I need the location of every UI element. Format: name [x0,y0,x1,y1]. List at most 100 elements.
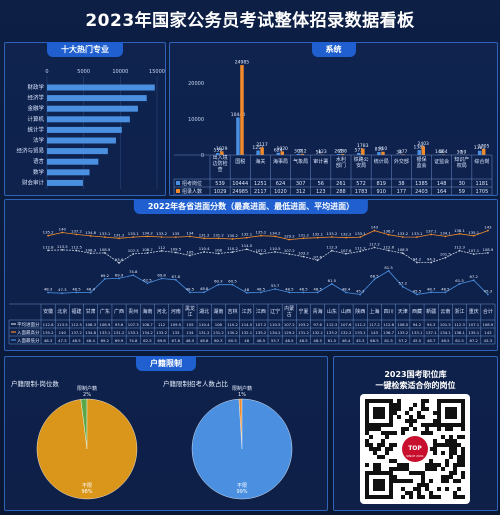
x-tick-label: 0 [45,69,48,75]
data-point [472,279,475,282]
category-label: 贵州 [128,308,138,315]
bar [47,105,138,112]
category-label: 重庆 [469,308,479,315]
qr-module [449,447,453,451]
data-label: 107.3 [128,248,139,253]
data-point [444,256,447,259]
qr-module [433,443,437,447]
table-cell: 45.5 [413,338,422,343]
qr-module [385,435,389,439]
data-label: 539 [213,148,222,154]
data-label: 107.2 [255,248,266,253]
qr-module [373,447,377,451]
data-label: 624 [274,147,283,153]
qr-module [413,471,417,475]
qr-module [449,451,453,455]
qr-module [445,427,449,431]
qr-module [405,491,409,495]
y-tick-label: 0 [201,153,204,159]
table-cell: 132.2 [341,330,352,335]
household-panel: 户籍限制 户籍限制-岗位数 限制户籍 2% 不限 98% 户籍限制招考人数占比 限制户籍 1%… [4,356,328,511]
qr-logo-subtext: SINCE 2001 [406,454,424,458]
household-panel-title: 户籍限制 [136,356,196,371]
category-label: 江 [187,311,192,318]
qr-module [377,467,381,471]
table-cell: 131.2 [199,330,210,335]
qr-module [457,455,461,459]
data-point [387,269,390,272]
table-cell: 48.5 [299,338,308,343]
bar-posts [357,152,361,155]
category-label: 内蒙 [284,305,294,312]
data-label: 45.5 [413,288,422,293]
category-label: 综合岗 [474,158,489,165]
table-cell: 105 [186,322,194,327]
data-point [401,236,404,238]
table-cell: 48.4 [86,338,95,343]
table-cell: 111.2 [355,322,366,327]
category-label: 湖南 [213,308,223,315]
data-label: 108.7 [142,247,153,252]
data-point [47,291,49,294]
data-point [316,259,319,262]
qr-module [381,431,385,435]
data-point [330,236,333,238]
slice-label: 限制户籍 [77,385,97,392]
table-cell: 910 [376,189,386,195]
table-cell: 134.1 [440,330,451,335]
qr-code[interactable]: TOP SINCE 2001 [360,394,470,504]
page-title: 2023年国家公务员考试整体招录数据看板 [85,11,415,31]
table-cell: 45.3 [356,338,365,343]
data-label: 2403 [417,141,429,147]
qr-module [449,427,453,431]
qr-module [449,439,453,443]
data-point [458,283,461,285]
table-cell: 133.1 [355,330,366,335]
table-cell: 307 [296,181,306,187]
category-label: 天津 [398,308,408,315]
data-label: 48.4 [342,287,351,292]
qr-module [381,455,385,459]
qr-module [457,459,461,463]
qr-module [401,427,405,431]
qr-module [409,471,413,475]
data-label: 74.8 [129,269,138,274]
category-label: 金融学 [27,104,44,112]
qr-module [365,431,369,435]
data-label: 108.9 [99,247,110,252]
qr-module [457,495,461,499]
pie-slice [191,398,293,500]
data-point [217,237,220,240]
category-label: 气象局 [293,158,308,165]
data-point [245,236,248,239]
table-cell: 69.9 [115,338,124,343]
category-label: 统计局 [374,158,389,165]
table-cell: 2403 [415,189,428,195]
qr-module [457,463,461,467]
data-point [231,238,234,240]
table-cell: 288 [336,189,346,195]
table-cell: 94.3 [427,322,436,327]
category-label: 海南 [142,308,152,315]
table-cell: 107.6 [341,322,352,327]
category-label: 海关 [255,158,265,165]
category-label: 数学 [33,168,45,176]
qr-module [369,447,373,451]
table-cell: 107.3 [128,322,139,327]
table-cell: 48.5 [441,338,450,343]
table-cell: 112.3 [326,322,337,327]
qr-module [425,431,429,435]
slice-label: 不限 [237,482,247,489]
bar-posts [417,150,421,155]
data-label: 133.2 [156,231,167,236]
y-tick-label: 10000 [188,117,204,123]
qr-module [461,435,465,439]
bar-hires [401,154,405,155]
data-label: 48.4 [86,287,95,292]
category-label: 辽宁 [270,308,280,315]
qr-module [425,427,429,431]
table-cell: 1385 [415,181,428,187]
qr-module [409,423,413,427]
qr-module [429,463,433,467]
qr-module [449,435,453,439]
